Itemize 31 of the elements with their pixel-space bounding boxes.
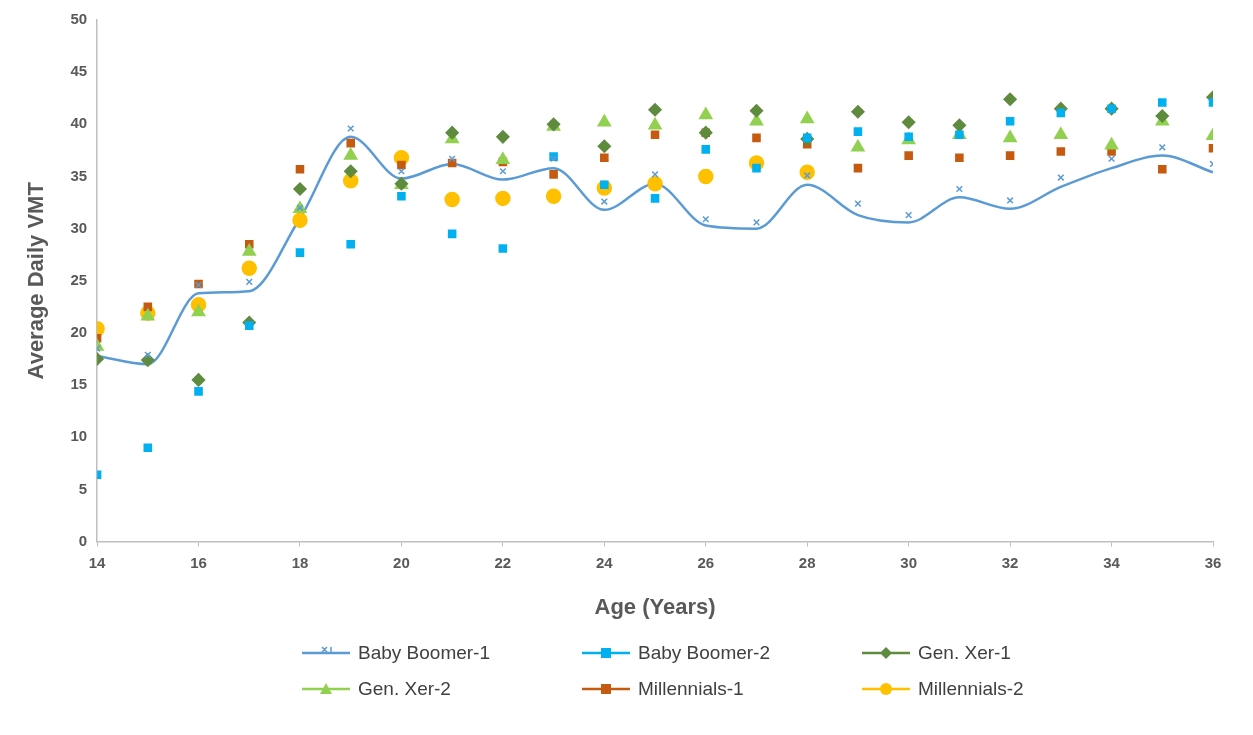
y-tick-label: 45 [70, 62, 88, 80]
y-tick-label: 50 [70, 10, 88, 28]
legend-label: Gen. Xer-2 [358, 678, 451, 700]
x-tick-label: 32 [1001, 553, 1019, 571]
y-tick-label: 25 [70, 270, 88, 288]
x-tick-label: 20 [393, 553, 410, 571]
y-axis-title: Average Daily VMT [23, 181, 49, 380]
legend-label: Gen. Xer-1 [918, 642, 1011, 664]
legend-label: Baby Boomer-2 [638, 642, 771, 664]
x-tick-label: 28 [798, 553, 816, 571]
y-tick-label: 20 [70, 323, 88, 341]
y-tick-label: 40 [70, 114, 88, 132]
legend-label: Baby Boomer-1 [358, 642, 491, 664]
x-tick-label: 36 [1204, 553, 1222, 571]
x-tick-label: 18 [291, 553, 309, 571]
x-tick-label: 22 [494, 553, 512, 571]
legend-label: Millennials-2 [918, 678, 1024, 700]
x-tick-label: 14 [88, 553, 107, 571]
y-tick-label: 0 [78, 531, 88, 549]
y-tick-label: 30 [70, 218, 88, 236]
x-tick-label: 34 [1103, 553, 1121, 571]
x-axis-title: Age (Years) [594, 593, 716, 619]
x-tick-label: 26 [697, 553, 715, 571]
y-tick-label: 15 [70, 375, 88, 393]
y-tick-label: 5 [78, 479, 88, 497]
legend-label: Millennials-1 [638, 678, 744, 700]
x-tick-label: 30 [900, 553, 917, 571]
x-tick-label: 16 [190, 553, 207, 571]
y-tick-label: 10 [70, 427, 88, 445]
y-tick-label: 35 [70, 166, 88, 184]
x-tick-label: 24 [595, 553, 614, 571]
